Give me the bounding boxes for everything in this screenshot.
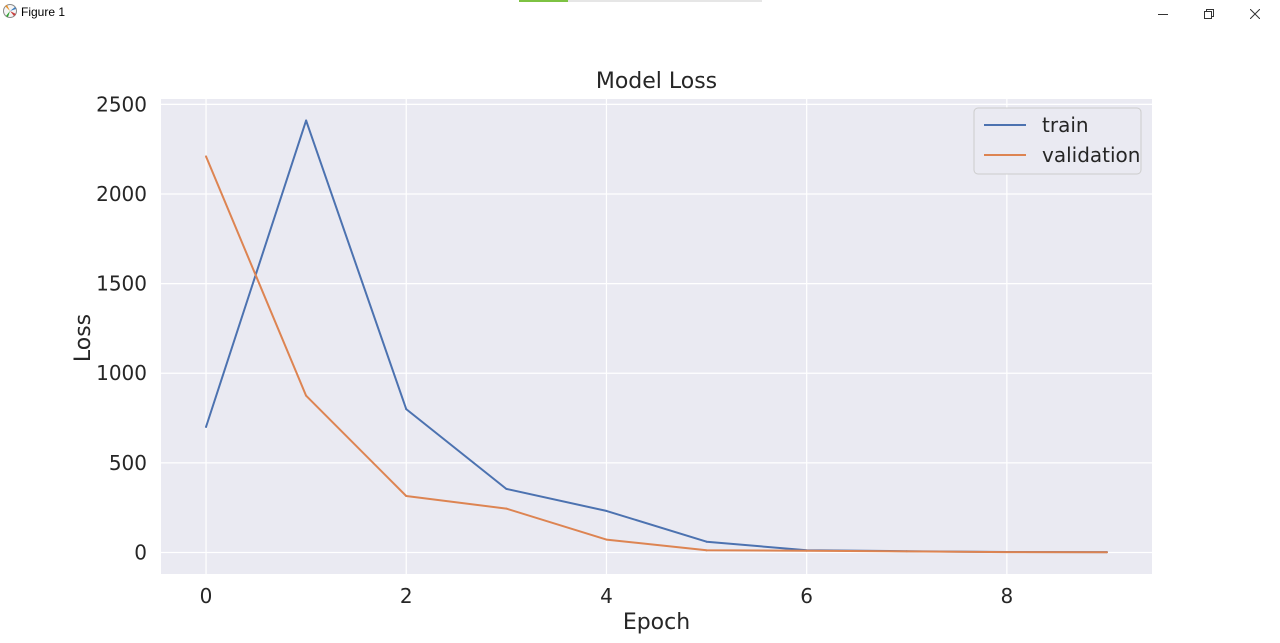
- progress-bar-fill: [519, 0, 568, 2]
- data-point-train: [505, 487, 508, 490]
- data-point-train: [405, 408, 408, 411]
- x-tick-label: 8: [1000, 584, 1013, 608]
- x-tick-label: 2: [400, 584, 413, 608]
- data-point-train: [305, 119, 308, 122]
- y-tick-label: 2000: [96, 182, 147, 206]
- x-tick-label: 4: [600, 584, 613, 608]
- matplotlib-figure-icon: [2, 3, 18, 19]
- data-point-validation: [605, 538, 608, 541]
- data-point-validation: [405, 495, 408, 498]
- y-tick-label: 2500: [96, 92, 147, 116]
- window-title: Figure 1: [21, 5, 66, 19]
- x-tick-label: 0: [200, 584, 213, 608]
- y-axis-label: Loss: [71, 314, 96, 362]
- figure-canvas: 0 500 1000 1500 2000 2500 0 2 4 6 8 Model Loss Epoch…: [0, 26, 1280, 643]
- data-point-validation: [1005, 551, 1008, 554]
- legend-label-train: train: [1042, 113, 1089, 137]
- minimize-button[interactable]: [1140, 0, 1186, 26]
- window-titlebar: Figure 1: [0, 0, 1280, 26]
- x-tick-label: 6: [800, 584, 813, 608]
- data-point-validation: [205, 155, 208, 158]
- y-tick-label: 500: [109, 451, 147, 475]
- data-point-validation: [905, 550, 908, 553]
- maximize-button[interactable]: [1186, 0, 1232, 26]
- chart-title: Model Loss: [596, 69, 717, 94]
- data-point-validation: [305, 394, 308, 397]
- series-line-validation: [205, 156, 1108, 554]
- legend-label-validation: validation: [1042, 143, 1140, 167]
- restore-icon: [1204, 4, 1214, 23]
- close-icon: [1249, 4, 1261, 23]
- close-button[interactable]: [1232, 0, 1278, 26]
- y-tick-label: 1500: [96, 272, 147, 296]
- data-point-train: [705, 540, 708, 543]
- data-point-validation: [505, 507, 508, 510]
- loss-chart: 0 500 1000 1500 2000 2500 0 2 4 6 8 Model Loss Epoch…: [71, 69, 1152, 635]
- data-point-train: [605, 509, 608, 512]
- data-point-validation: [705, 549, 708, 552]
- x-axis-label: Epoch: [623, 610, 690, 635]
- data-point-validation: [805, 549, 808, 552]
- y-tick-label: 0: [134, 540, 147, 564]
- data-point-validation: [1105, 551, 1108, 554]
- data-point-train: [205, 426, 208, 429]
- progress-bar: [519, 0, 762, 2]
- y-tick-label: 1000: [96, 361, 147, 385]
- minimize-icon: [1158, 4, 1168, 23]
